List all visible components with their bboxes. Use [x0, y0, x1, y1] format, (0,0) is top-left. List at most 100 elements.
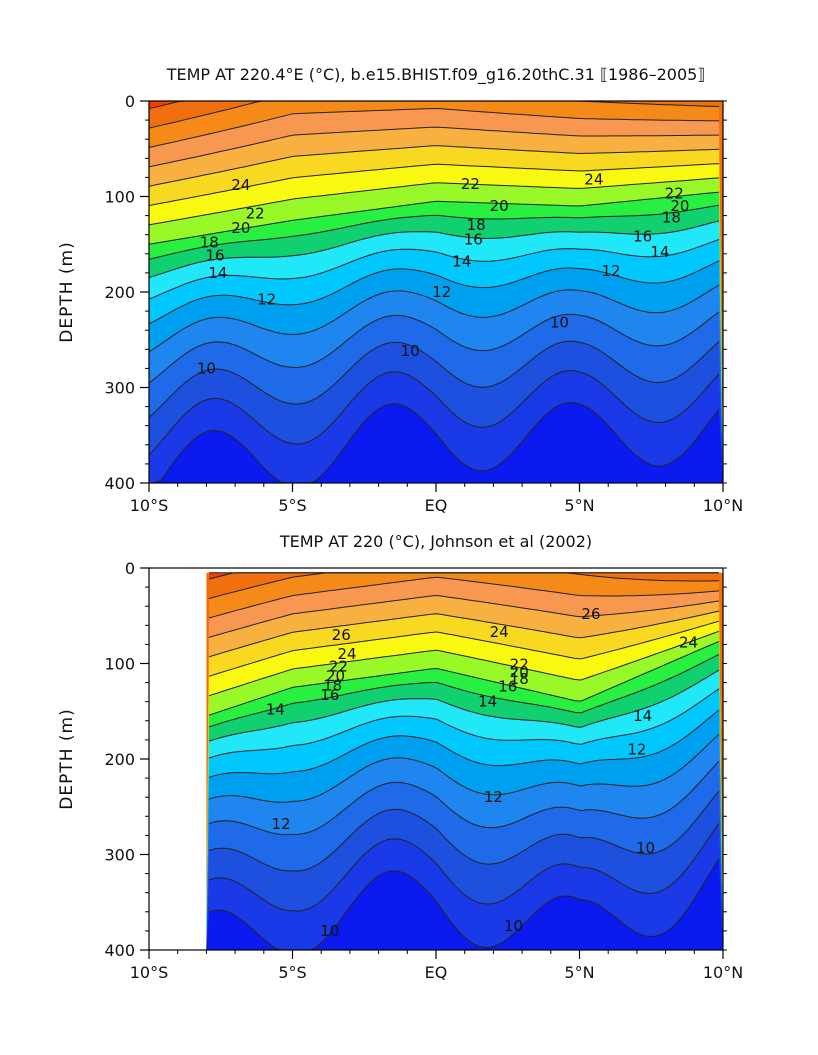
bottom-contour-label: 12: [627, 740, 646, 758]
bottom-contour-label: 12: [271, 815, 290, 833]
bottom-contour-24: [208, 594, 720, 638]
top-xtick-label: 5°N: [564, 496, 594, 515]
bottom-contour-15: [208, 733, 720, 803]
bottom-xtick-label: 10°S: [130, 963, 169, 982]
bottom-contour-14: [208, 760, 720, 836]
top-contour-label: 20: [670, 197, 689, 215]
panel-top-title: TEMP AT 220.4°E (°C), b.e15.BHIST.f09_g1…: [166, 65, 706, 85]
top-contour-18: [149, 220, 720, 279]
bottom-contour-label: 22: [329, 657, 348, 675]
bottom-contour-21: [208, 630, 720, 697]
top-contour-label: 22: [665, 185, 684, 203]
bottom-contour-label: 10: [320, 922, 339, 940]
top-contour-label: 12: [432, 283, 451, 301]
top-contour-label: 22: [461, 175, 480, 193]
top-contour-16: [149, 260, 720, 325]
top-contour-17: [149, 239, 720, 300]
top-contour-label: 14: [650, 243, 669, 261]
top-ytick-label: 200: [104, 283, 135, 302]
bottom-contour-label: 24: [337, 645, 356, 663]
top-contour-12: [149, 369, 720, 456]
bottom-contour-label: 20: [510, 663, 529, 681]
bottom-contour-label: 18: [510, 670, 529, 688]
bottom-contour-label: 24: [490, 623, 509, 641]
bottom-contour-23: [208, 610, 720, 658]
bottom-xtick-label: EQ: [425, 963, 448, 982]
top-contour-20: [149, 191, 720, 245]
top-contour-14: [149, 311, 720, 384]
top-contour-19: [149, 204, 720, 260]
top-xtick-label: 10°N: [703, 496, 743, 515]
top-contour-label: 14: [208, 264, 227, 282]
top-contour-label: 24: [231, 176, 250, 194]
top-contour-25: [149, 107, 719, 148]
panel-bottom: TEMP AT 220 (°C), Johnson et al (2002) 2…: [57, 532, 743, 982]
bottom-contour-label: 14: [266, 700, 285, 718]
panel-top-axes: 10°S 5°S EQ 5°N 10°N 0 100 200 300 400: [104, 92, 743, 515]
top-contour-label: 20: [490, 197, 509, 215]
bottom-contour-label: 26: [581, 605, 600, 623]
bottom-contour-label: 26: [332, 626, 351, 644]
top-contour-13: [149, 340, 720, 418]
top-contour-label: 16: [633, 228, 652, 246]
top-ytick-label: 300: [104, 379, 135, 398]
bottom-contour-label: 20: [326, 667, 345, 685]
top-band-10: [149, 402, 723, 483]
bottom-contour-11: [208, 858, 720, 950]
top-contour-label: 10: [401, 342, 420, 360]
top-contour-label: 12: [257, 291, 276, 309]
bottom-contour-22: [208, 620, 720, 677]
bottom-contour-label: 22: [510, 655, 529, 673]
bottom-xtick-label: 5°S: [278, 963, 306, 982]
top-contour-23: [149, 145, 720, 187]
bottom-contour-label: 18: [323, 676, 342, 694]
bottom-contour-12: [208, 823, 720, 912]
panel-bottom-contour-labels: 2624262424222018162220181614141412121210…: [266, 605, 698, 940]
top-contour-label: 22: [246, 205, 265, 223]
top-ytick-label: 0: [125, 92, 135, 111]
top-contour-label: 18: [467, 216, 486, 234]
bottom-contour-label: 16: [498, 677, 517, 695]
bottom-contour-19: [208, 653, 720, 728]
top-contour-label: 18: [662, 209, 681, 227]
bottom-contour-label: 16: [320, 686, 339, 704]
top-contour-label: 18: [200, 233, 219, 251]
top-xtick-label: 5°S: [278, 496, 306, 515]
top-contour-label: 20: [231, 219, 250, 237]
bottom-contour-18: [208, 669, 720, 742]
panel-bottom-axes: 10°S 5°S EQ 5°N 10°N 0 100 200 300 400: [104, 559, 743, 982]
top-contour-label: 16: [464, 230, 483, 248]
bottom-contour-label: 10: [504, 917, 523, 935]
top-contour-label: 12: [602, 262, 621, 280]
top-xtick-label: 10°S: [130, 496, 169, 515]
panel-top-fills: [149, 101, 723, 483]
bottom-ytick-label: 300: [104, 846, 135, 865]
top-ytick-label: 400: [104, 474, 135, 493]
top-contour-15: [149, 284, 720, 353]
bottom-xtick-label: 5°N: [564, 963, 594, 982]
bottom-contour-label: 24: [679, 633, 698, 651]
bottom-contour-25: [208, 576, 720, 619]
top-contour-label: 14: [452, 252, 471, 270]
top-contour-26: [149, 101, 720, 129]
panel-bottom-title: TEMP AT 220 (°C), Johnson et al (2002): [279, 532, 592, 551]
bottom-contour-label: 10: [636, 839, 655, 857]
bottom-ytick-label: 100: [104, 655, 135, 674]
bottom-contour-20: [208, 640, 720, 716]
top-contour-label: 10: [550, 314, 569, 332]
bottom-contour-13: [208, 790, 720, 872]
top-contour-11: [149, 401, 720, 483]
top-ytick-label: 100: [104, 188, 135, 207]
panel-top: TEMP AT 220.4°E (°C), b.e15.BHIST.f09_g1…: [57, 65, 743, 515]
top-contour-label: 10: [197, 359, 216, 377]
panel-bottom-plot: 2624262424222018162220181614141412121210…: [148, 567, 724, 951]
bottom-contour-17: [208, 688, 720, 759]
panel-bottom-ylabel: DEPTH (m): [57, 708, 77, 809]
bottom-ytick-label: 400: [104, 941, 135, 960]
top-contour-21: [149, 177, 720, 226]
panel-top-ylabel: DEPTH (m): [57, 241, 77, 342]
bottom-ytick-label: 0: [125, 559, 135, 578]
